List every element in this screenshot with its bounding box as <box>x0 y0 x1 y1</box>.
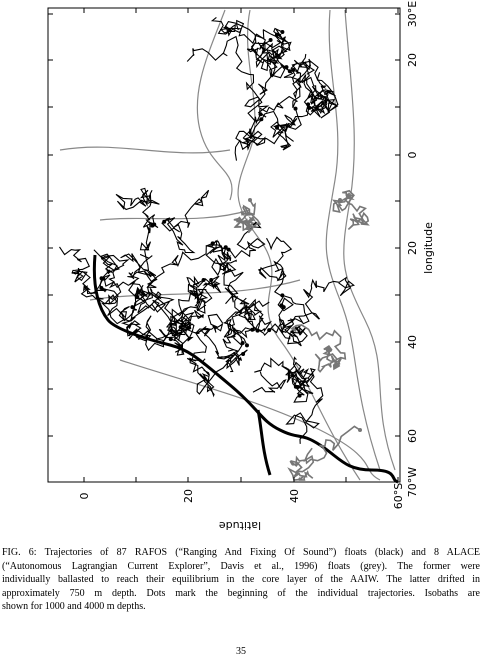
bottom-axis-label: 40 <box>288 489 301 503</box>
isobath <box>99 209 251 221</box>
map <box>59 9 399 484</box>
trajectory <box>292 53 337 113</box>
isobath <box>59 146 231 154</box>
start-dot <box>279 303 284 308</box>
start-dot <box>130 305 135 310</box>
right-axis-label: 40 <box>406 335 419 349</box>
start-dot <box>150 223 155 228</box>
caption: FIG. 6: Trajectories of 87 RAFOS (“Rangi… <box>2 546 480 614</box>
start-dot <box>267 328 272 333</box>
trajectory <box>232 298 273 339</box>
start-dot <box>328 348 332 352</box>
start-dot <box>259 117 264 122</box>
bottom-axis-title: latitude <box>219 519 261 532</box>
start-dot <box>209 278 214 283</box>
trajectory <box>332 189 370 230</box>
trajectory <box>290 59 339 112</box>
trajectory <box>287 425 361 481</box>
start-dot <box>255 328 260 333</box>
trajectory <box>186 35 287 102</box>
start-dot <box>226 247 231 252</box>
caption-line: individually ballasted to reach their eq… <box>2 574 480 585</box>
bottom-axis-label: 20 <box>182 489 195 503</box>
trajectory <box>244 53 301 122</box>
caption-line: (“Autonomous Lagrangian Current Explorer… <box>2 560 480 572</box>
trajectory <box>59 246 104 295</box>
trajectory <box>161 189 210 254</box>
start-dot <box>293 106 298 111</box>
trajectory <box>135 290 179 352</box>
trajectory <box>290 324 347 373</box>
start-dot <box>241 352 246 357</box>
start-dot <box>275 125 280 130</box>
trajectory <box>115 187 160 226</box>
trajectory <box>101 274 166 322</box>
trajectory <box>268 318 308 347</box>
trajectory <box>233 199 262 234</box>
trajectory <box>252 357 306 396</box>
start-dot <box>306 102 311 107</box>
trajectory <box>284 72 336 130</box>
trajectory <box>257 236 294 312</box>
trajectory <box>278 276 355 327</box>
trajectory <box>168 279 221 326</box>
right-axis-label: 60 <box>406 429 419 443</box>
trajectory <box>205 246 239 305</box>
trajectory <box>224 287 310 337</box>
caption-line: approximately 750 m depth. Dots mark the… <box>2 587 480 599</box>
trajectory <box>281 356 314 394</box>
trajectory <box>186 275 222 312</box>
start-dot <box>338 198 342 202</box>
trajectory <box>137 253 189 329</box>
trajectory <box>250 110 298 151</box>
right-axis-label: 70°W <box>406 467 419 497</box>
start-dot <box>358 428 362 432</box>
start-dot <box>248 198 252 202</box>
start-dot <box>244 343 249 348</box>
trajectory <box>234 114 266 161</box>
isobath <box>343 9 396 471</box>
map-frame <box>47 7 401 483</box>
start-dot <box>295 384 300 389</box>
trajectory <box>254 33 288 78</box>
right-axis-label: 30°E <box>406 1 419 27</box>
trajectory <box>221 259 264 331</box>
page-number: 35 <box>236 646 246 657</box>
trajectory <box>210 16 291 52</box>
isobath <box>325 9 381 471</box>
start-dot <box>268 37 273 42</box>
trajectory <box>246 41 291 78</box>
isobath <box>196 9 233 201</box>
start-dot <box>250 327 255 332</box>
right-axis-label: 20 <box>406 241 419 255</box>
figure: 30°E 20 0 20 40 60 70°W longitude 0 20 40 60°S latit… <box>47 1 435 532</box>
start-dot <box>99 285 104 290</box>
trajectory <box>219 19 292 61</box>
start-dot <box>223 245 228 250</box>
trajectory <box>167 275 204 356</box>
coastline <box>256 409 272 476</box>
start-dot <box>240 340 245 345</box>
trajectory <box>178 311 224 340</box>
coastline <box>92 254 399 484</box>
axis-ticks <box>48 8 400 483</box>
bottom-axis-label: 0 <box>78 493 91 500</box>
trajectory <box>295 58 329 118</box>
caption-line: shown for 1000 and 4000 m depths. <box>2 601 146 612</box>
right-axis-label: 20 <box>406 53 419 67</box>
start-dot <box>168 337 173 342</box>
start-dot <box>162 219 167 224</box>
bottom-axis-label: 60°S <box>392 483 405 509</box>
caption-line: FIG. 6: Trajectories of 87 RAFOS (“Rangi… <box>2 547 480 558</box>
right-axis-title: longitude <box>422 222 435 274</box>
start-dot <box>280 29 285 34</box>
axis-labels: 30°E 20 0 20 40 60 70°W longitude 0 20 40 60°S latit… <box>78 1 435 532</box>
start-dot <box>284 65 289 70</box>
start-dot <box>99 276 104 281</box>
trajectory <box>191 326 244 366</box>
trajectory <box>129 240 229 295</box>
right-axis-label: 0 <box>406 152 419 159</box>
